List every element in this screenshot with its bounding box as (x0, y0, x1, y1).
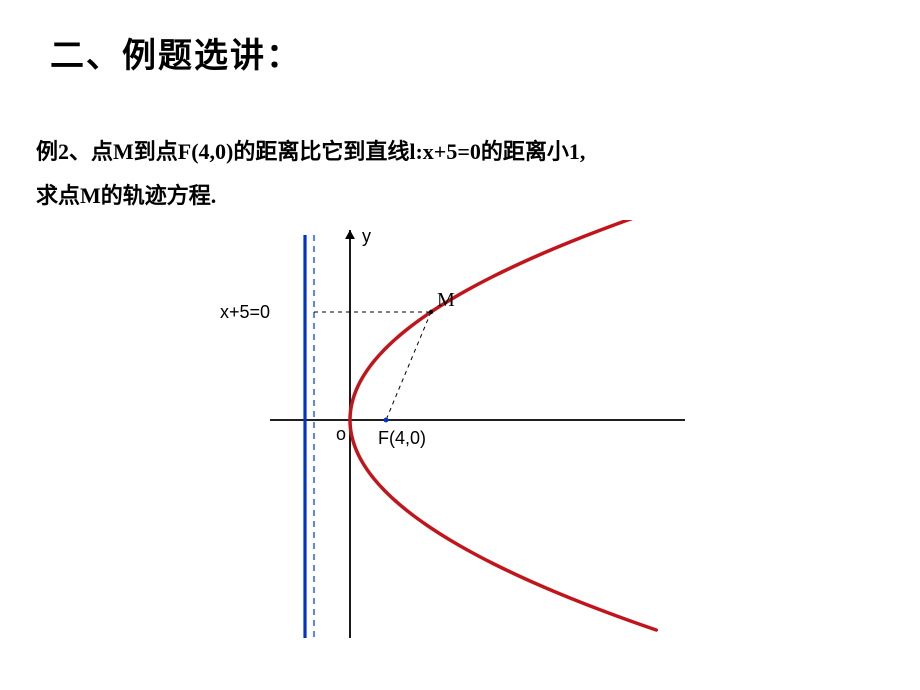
focus-point (384, 418, 389, 423)
directrix-label: x+5=0 (220, 302, 270, 322)
problem-line-1: 例2、点M到点F(4,0)的距离比它到直线l:x+5=0的距离小1, (36, 130, 585, 174)
section-title: 二、例题选讲： (50, 28, 302, 77)
problem-text: 例2、点M到点F(4,0)的距离比它到直线l:x+5=0的距离小1, 求点M的轨… (36, 130, 585, 218)
origin-label: o (336, 424, 346, 444)
parabola-curve (350, 220, 656, 630)
y-axis-arrow (345, 230, 355, 239)
focus-label: F(4,0) (378, 428, 426, 448)
point-M (429, 310, 433, 314)
math-graph: xyoF(4,0)Mx+5=0 (205, 220, 685, 665)
problem-line-2: 求点M的轨迹方程. (36, 174, 585, 218)
point-M-label: M (437, 289, 455, 311)
y-axis-label: y (362, 226, 371, 246)
